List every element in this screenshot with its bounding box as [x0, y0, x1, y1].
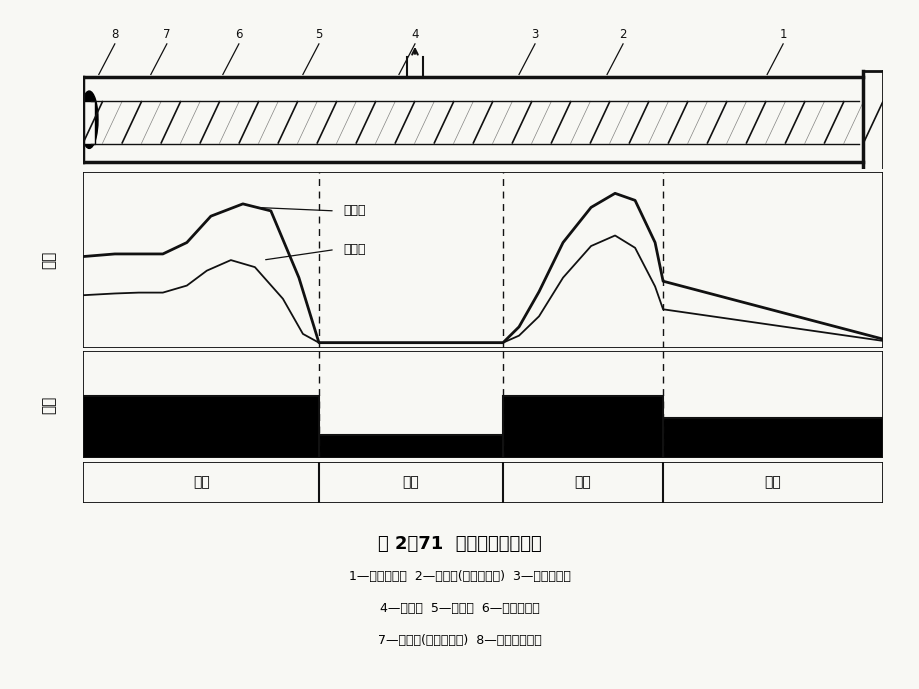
Bar: [83, 101, 95, 143]
Text: 图 2－71  排气挤出机示意图: 图 2－71 排气挤出机示意图: [378, 535, 541, 553]
Text: 低背压: 低背压: [343, 243, 365, 256]
Bar: [319, 435, 503, 458]
Bar: [83, 396, 319, 458]
Text: 塑化: 塑化: [574, 475, 591, 489]
Bar: [503, 396, 663, 458]
Text: 8: 8: [111, 28, 119, 41]
Ellipse shape: [80, 91, 98, 148]
Bar: [83, 396, 319, 458]
Text: 4: 4: [411, 28, 418, 41]
Text: 7: 7: [163, 28, 170, 41]
Bar: [663, 418, 882, 458]
Bar: [319, 435, 503, 458]
Text: 排气: 排气: [403, 475, 419, 489]
Text: 2: 2: [618, 28, 626, 41]
Text: 4—排气口  5—排气段  6—第二压缩段: 4—排气口 5—排气段 6—第二压缩段: [380, 602, 539, 615]
Text: 7—泵出段(第二计量段)  8—滑动式单向阀: 7—泵出段(第二计量段) 8—滑动式单向阀: [378, 634, 541, 646]
Text: 槽深: 槽深: [41, 395, 57, 414]
Text: 1: 1: [778, 28, 786, 41]
Text: 1—固体输送段  2—熔融段(第一压缩段)  3—第一均化段: 1—固体输送段 2—熔融段(第一压缩段) 3—第一均化段: [348, 570, 571, 583]
Bar: [503, 396, 663, 458]
Text: 3: 3: [531, 28, 539, 41]
Text: 5: 5: [315, 28, 323, 41]
Text: 6: 6: [235, 28, 243, 41]
Text: 塑化: 塑化: [193, 475, 210, 489]
Text: 压力: 压力: [41, 251, 57, 269]
Bar: [663, 418, 882, 458]
Text: 高背压: 高背压: [343, 205, 365, 218]
Text: 加料: 加料: [764, 475, 780, 489]
